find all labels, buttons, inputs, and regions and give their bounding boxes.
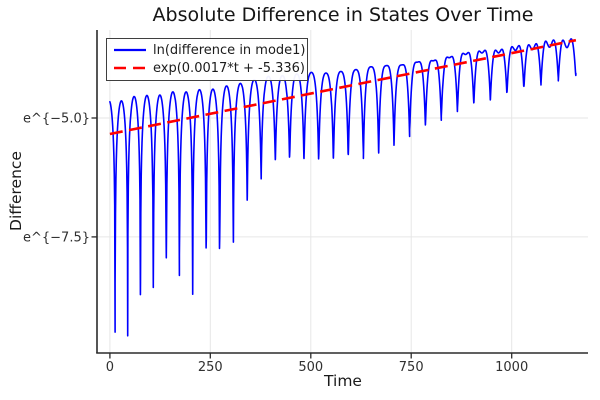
legend-line-sample-red-icon	[114, 66, 146, 70]
legend: ln(difference in mode1) exp(0.0017*t + -…	[106, 38, 308, 81]
x-tick-label: 250	[198, 360, 223, 375]
x-tick-label: 0	[106, 360, 114, 375]
y-tick-label: e^{−5.0}	[23, 112, 90, 127]
axis-layer	[91, 30, 588, 359]
tick-label-layer: 0 250 500 750 1000 e^{−5.0} e^{−7.5}	[23, 112, 528, 376]
legend-label-data: ln(difference in mode1)	[153, 42, 306, 58]
legend-line-sample-blue-icon	[114, 48, 146, 52]
exp-fit-line	[109, 38, 577, 136]
y-axis-label: Difference	[7, 151, 25, 231]
difference-series-path	[109, 38, 577, 337]
legend-item-data: ln(difference in mode1)	[112, 41, 306, 59]
legend-label-fit: exp(0.0017*t + -5.336)	[153, 60, 306, 76]
x-tick-label: 500	[298, 360, 323, 375]
x-axis-label: Time	[323, 372, 362, 390]
chart-title: Absolute Difference in States Over Time	[153, 4, 534, 26]
legend-item-fit: exp(0.0017*t + -5.336)	[112, 59, 305, 77]
x-tick-label: 750	[399, 360, 424, 375]
x-tick-label: 1000	[495, 360, 528, 375]
series-layer	[109, 38, 577, 337]
y-tick-label: e^{−7.5}	[23, 230, 90, 245]
